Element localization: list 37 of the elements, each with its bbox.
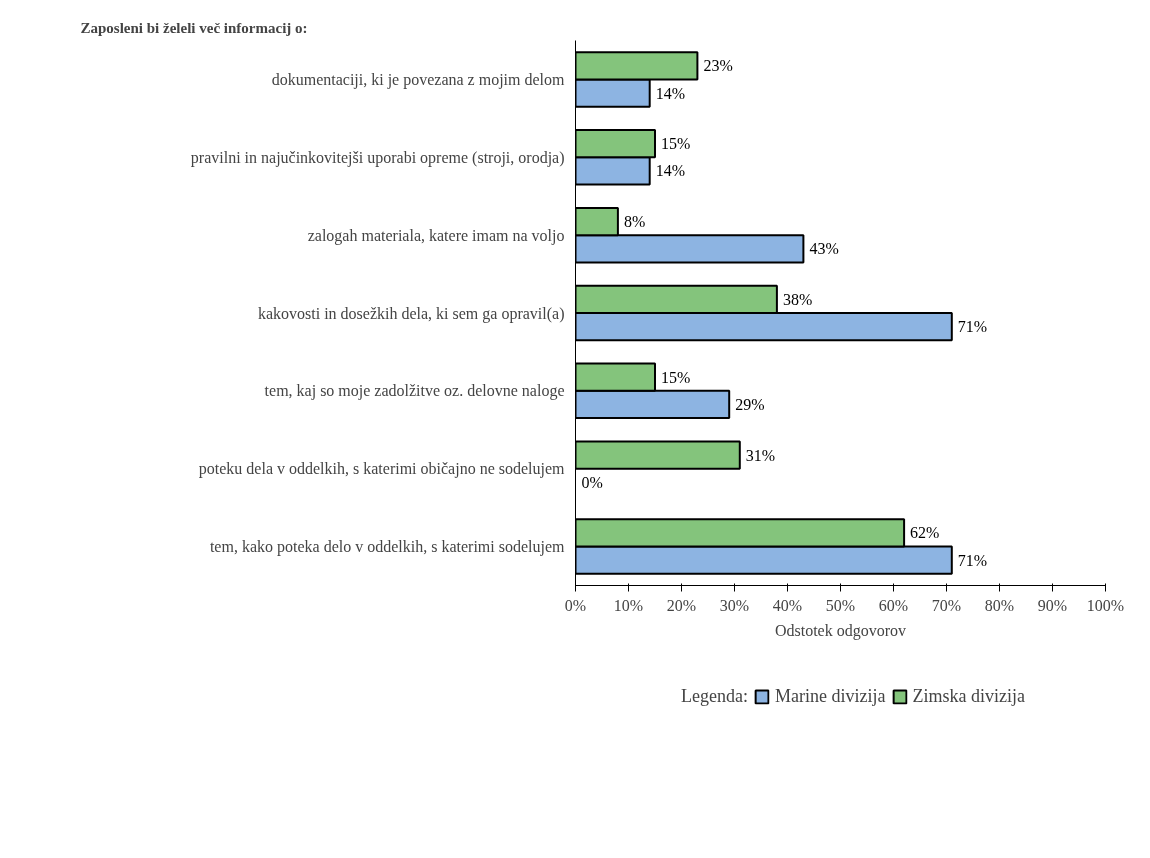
x-tick-label: 70%: [931, 596, 962, 614]
data-label: 15%: [661, 368, 691, 386]
y-tick-label: zalogah materiala, katere imam na voljo: [307, 226, 565, 245]
legend-label: Marine divizija: [775, 685, 886, 707]
x-tick-label: 90%: [1037, 596, 1068, 614]
x-tick-label: 0%: [564, 596, 587, 614]
y-tick-label: tem, kaj so moje zadolžitve oz. delovne naloge: [264, 382, 565, 401]
x-tick-label: 100%: [1086, 596, 1125, 614]
x-tick-label: 80%: [984, 596, 1015, 614]
y-tick-label: kakovosti in dosežkih dela, ki sem ga opravil(a): [257, 304, 565, 323]
data-label: 14%: [655, 84, 686, 102]
data-label: 8%: [623, 213, 646, 231]
data-label: 15%: [661, 135, 691, 153]
x-tick-label: 20%: [666, 596, 697, 614]
legend-title: Legenda:: [681, 685, 749, 707]
data-label: 43%: [809, 240, 839, 258]
x-tick-label: 30%: [719, 596, 750, 614]
x-tick-label: 50%: [825, 596, 856, 614]
x-tick-label: 10%: [613, 596, 644, 614]
text: Zaposleni bi želeli več informacij o:: [80, 19, 308, 36]
data-label: 71%: [957, 551, 988, 569]
y-tick-label: poteku dela v oddelkih, s katerimi običajno ne sodelujem: [198, 460, 566, 479]
x-axis-title: Odstotek odgovorov: [774, 621, 907, 640]
y-tick-label: tem, kako poteka delo v oddelkih, s katerimi sodelujem: [209, 538, 566, 557]
y-tick-label: dokumentaciji, ki je povezana z mojim delom: [271, 70, 566, 89]
data-label: 31%: [745, 446, 776, 464]
data-label: 62%: [910, 524, 940, 542]
legend-label: Zimska divizija: [912, 685, 1025, 707]
x-tick-label: 60%: [878, 596, 909, 614]
y-tick-label: pravilni in najučinkovitejši uporabi opreme (stroji, orodja): [190, 148, 565, 167]
data-label: 29%: [735, 395, 765, 413]
data-label: 23%: [703, 57, 733, 75]
data-label: 71%: [957, 318, 988, 336]
data-label: 38%: [782, 290, 813, 308]
data-label: 0%: [581, 473, 603, 491]
data-label: 14%: [655, 162, 686, 180]
x-tick-label: 40%: [772, 596, 803, 614]
